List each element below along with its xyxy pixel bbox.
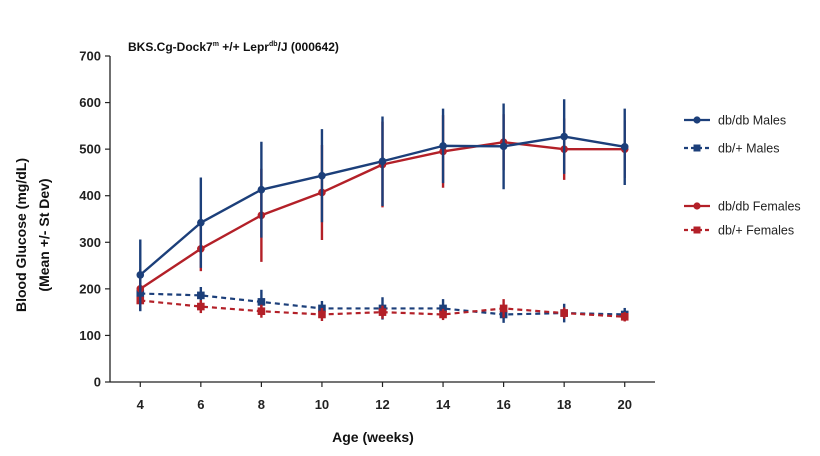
y-tick-label: 700 (79, 49, 101, 64)
y-tick-label: 600 (79, 95, 101, 110)
y-tick-label: 100 (79, 328, 101, 343)
legend-swatch-marker (693, 202, 701, 210)
x-tick-label: 14 (436, 397, 451, 412)
data-point (499, 304, 508, 313)
y-axis-title: Blood Glucose (mg/dL) (Mean +/- St Dev) (13, 158, 52, 312)
legend: db/db Males db/+ Males db/db Females db/+ F… (684, 114, 801, 238)
series-line (140, 299, 625, 318)
data-point (378, 157, 387, 166)
data-point (257, 307, 266, 316)
legend-label: db/+ Females (718, 224, 794, 238)
series-layer (136, 99, 629, 323)
data-point (197, 218, 205, 227)
data-point (197, 291, 205, 300)
y-tick-label: 0 (94, 375, 101, 390)
x-tick-label: 18 (557, 397, 571, 412)
legend-label: db/db Females (718, 200, 801, 214)
y-tick-label: 500 (79, 142, 101, 157)
data-point (257, 298, 266, 306)
data-point (560, 309, 568, 317)
x-tick-label: 6 (197, 397, 204, 412)
chart-title-sup2: db (269, 41, 278, 48)
legend-swatch-marker (693, 116, 701, 124)
legend-label: db/+ Males (718, 142, 780, 156)
series-0 (136, 99, 629, 311)
data-point (620, 313, 629, 321)
legend-label: db/db Males (718, 114, 786, 128)
y-axis-title-line1: Blood Glucose (mg/dL) (13, 158, 29, 312)
legend-swatch-marker (693, 144, 701, 152)
legend-item: db/db Males (684, 114, 786, 128)
legend-swatch-marker (693, 226, 701, 234)
data-point (136, 271, 145, 279)
x-tick-label: 4 (137, 397, 145, 412)
legend-item: db/+ Females (684, 224, 794, 238)
x-axis-title: Age (weeks) (332, 429, 414, 445)
chart-title-sup1: m (213, 41, 219, 48)
data-point (318, 310, 326, 319)
y-tick-label: 200 (79, 281, 101, 296)
data-point (620, 143, 629, 151)
x-tick-label: 12 (375, 397, 389, 412)
x-tick-label: 10 (315, 397, 329, 412)
x-tick-label: 16 (496, 397, 510, 412)
legend-item: db/+ Males (684, 142, 780, 156)
data-point (378, 308, 387, 316)
chart-title: BKS.Cg-Dock7m +/+ Leprdb/J (000642) (128, 40, 339, 54)
x-tick-label: 8 (258, 397, 265, 412)
data-point (318, 171, 326, 180)
data-point (560, 132, 568, 141)
legend-item: db/db Females (684, 200, 801, 214)
chart-title-end: /J (000642) (278, 40, 339, 54)
y-tick-label: 300 (79, 235, 101, 250)
data-point (257, 185, 266, 194)
x-tick-label: 20 (617, 397, 631, 412)
data-point (499, 142, 508, 151)
data-point (439, 310, 447, 319)
chart-title-main: BKS.Cg-Dock7 (128, 40, 213, 54)
y-tick-label: 400 (79, 188, 101, 203)
y-axis-title-line2: (Mean +/- St Dev) (36, 178, 52, 291)
chart-title-mid: +/+ Lepr (219, 40, 269, 54)
data-point (439, 304, 447, 313)
axes: 0 100 200 300 400 500 600 700 4 6 8 10 12 14 16 18 20 (79, 49, 655, 412)
data-point (439, 142, 447, 150)
data-point (197, 302, 205, 311)
